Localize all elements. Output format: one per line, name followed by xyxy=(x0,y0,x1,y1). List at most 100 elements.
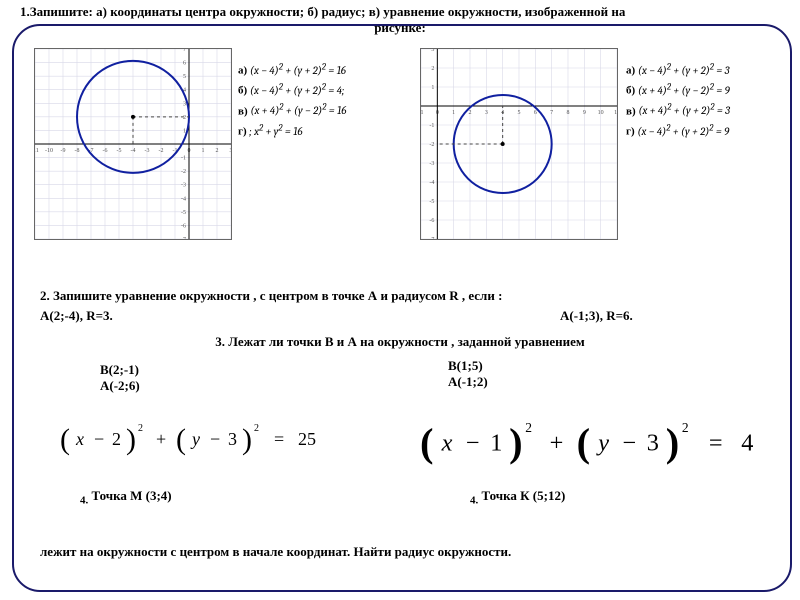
svg-text:(: ( xyxy=(577,420,591,465)
svg-text:7: 7 xyxy=(183,49,186,53)
title-line1: 1.Запишите: а) координаты центра окружно… xyxy=(20,4,625,19)
svg-text:2: 2 xyxy=(112,429,121,449)
point-b-left: В(2;-1) xyxy=(100,362,140,378)
svg-text:8: 8 xyxy=(567,110,570,116)
svg-text:2: 2 xyxy=(254,423,259,434)
svg-text:25: 25 xyxy=(298,429,316,449)
svg-text:3: 3 xyxy=(431,49,434,53)
svg-text:5: 5 xyxy=(183,74,186,80)
svg-text:1: 1 xyxy=(202,148,205,154)
svg-text:5: 5 xyxy=(518,110,521,116)
svg-text:-3: -3 xyxy=(145,148,150,154)
svg-text:-5: -5 xyxy=(429,199,434,205)
svg-text:+: + xyxy=(550,430,564,457)
svg-text:=: = xyxy=(274,429,284,449)
svg-text:): ) xyxy=(509,420,522,465)
options-left: а) (x − 4)2 + (y + 2)2 = 16б) (x − 4)2 +… xyxy=(238,60,346,141)
task1-title: 1.Запишите: а) координаты центра окружно… xyxy=(20,4,780,36)
svg-text:-3: -3 xyxy=(429,161,434,167)
options-right: а) (x − 4)2 + (y + 2)2 = 3б) (x + 4)2 + … xyxy=(626,60,730,141)
right-grid: -101234567891011-7-6-5-4-3-2-1123 xyxy=(420,48,618,240)
svg-text:-1: -1 xyxy=(421,110,424,116)
task4-point-r: Точка К (5;12) xyxy=(482,488,566,503)
svg-text:): ) xyxy=(666,420,680,465)
task2-right: А(-1;3), R=6. xyxy=(560,308,633,324)
svg-text:-1: -1 xyxy=(429,123,434,129)
task2-text-span: 2. Запишите уравнение окружности , с цен… xyxy=(40,288,502,303)
svg-text:2: 2 xyxy=(183,115,186,121)
svg-text:3: 3 xyxy=(485,110,488,116)
svg-text:−: − xyxy=(94,429,104,449)
svg-text:1: 1 xyxy=(452,110,455,116)
svg-text:x: x xyxy=(441,430,453,457)
svg-text:2: 2 xyxy=(431,66,434,72)
svg-text:-6: -6 xyxy=(103,148,108,154)
svg-text:y: y xyxy=(595,430,609,457)
point-a-right: А(-1;2) xyxy=(448,374,488,390)
svg-text:(: ( xyxy=(176,423,186,456)
svg-text:+: + xyxy=(156,429,166,449)
svg-text:3: 3 xyxy=(647,430,659,457)
equation-right: (x−1)2+(y−3)2=4 xyxy=(420,414,790,472)
svg-text:-6: -6 xyxy=(181,223,186,229)
svg-text:6: 6 xyxy=(183,61,186,67)
svg-text:7: 7 xyxy=(550,110,553,116)
svg-text:−: − xyxy=(210,429,220,449)
svg-text:-7: -7 xyxy=(429,237,434,239)
svg-text:1: 1 xyxy=(490,430,502,457)
svg-text:-2: -2 xyxy=(181,169,186,175)
svg-text:(: ( xyxy=(420,420,434,465)
svg-text:3: 3 xyxy=(230,148,232,154)
svg-text:(: ( xyxy=(60,423,70,456)
svg-text:): ) xyxy=(242,423,252,456)
points-right: В(1;5) А(-1;2) xyxy=(448,358,488,390)
svg-text:-10: -10 xyxy=(45,148,53,154)
svg-text:-11: -11 xyxy=(35,148,39,154)
task2-left: А(2;-4), R=3. xyxy=(40,308,113,324)
task4-num-l: 4. xyxy=(80,495,88,507)
svg-text:2: 2 xyxy=(138,423,143,434)
svg-text:2: 2 xyxy=(216,148,219,154)
svg-text:-5: -5 xyxy=(181,210,186,216)
points-left: В(2;-1) А(-2;6) xyxy=(100,362,140,394)
svg-text:): ) xyxy=(126,423,136,456)
equation-left: (x−2)2+(y−3)2=25 xyxy=(60,418,334,462)
svg-text:-4: -4 xyxy=(429,180,434,186)
svg-text:-9: -9 xyxy=(61,148,66,154)
task3-text: 3. Лежат ли точки В и А на окружности , … xyxy=(120,334,680,350)
svg-text:−: − xyxy=(623,430,637,457)
point-a-left: А(-2;6) xyxy=(100,378,140,394)
task4-right: 4. Точка К (5;12) xyxy=(470,488,565,507)
svg-text:-5: -5 xyxy=(117,148,122,154)
svg-text:2: 2 xyxy=(469,110,472,116)
svg-text:x: x xyxy=(75,429,84,449)
svg-text:-1: -1 xyxy=(181,156,186,162)
svg-text:4: 4 xyxy=(741,430,753,457)
point-b-right: В(1;5) xyxy=(448,358,488,374)
svg-text:y: y xyxy=(190,429,200,449)
svg-text:-7: -7 xyxy=(181,237,186,239)
svg-text:3: 3 xyxy=(228,429,237,449)
svg-text:11: 11 xyxy=(614,110,617,116)
svg-text:2: 2 xyxy=(682,420,689,435)
title-line2: рисунке: xyxy=(20,20,780,36)
svg-text:10: 10 xyxy=(598,110,604,116)
svg-text:-2: -2 xyxy=(429,142,434,148)
svg-text:−: − xyxy=(466,430,480,457)
svg-text:-3: -3 xyxy=(181,183,186,189)
svg-text:-4: -4 xyxy=(181,196,186,202)
svg-text:-4: -4 xyxy=(131,148,136,154)
svg-text:1: 1 xyxy=(431,85,434,91)
task4-left: 4. Точка М (3;4) xyxy=(80,488,172,507)
task4-point-l: Точка М (3;4) xyxy=(92,488,172,503)
svg-text:6: 6 xyxy=(534,110,537,116)
task4-num-r: 4. xyxy=(470,495,478,507)
svg-text:-8: -8 xyxy=(75,148,80,154)
svg-text:2: 2 xyxy=(525,420,532,435)
svg-text:3: 3 xyxy=(183,101,186,107)
svg-text:-6: -6 xyxy=(429,218,434,224)
task2-text: 2. Запишите уравнение окружности , с цен… xyxy=(40,288,760,304)
svg-text:=: = xyxy=(709,430,723,457)
left-grid: -11-10-9-8-7-6-5-4-3-2-10123-7-6-5-4-3-2… xyxy=(34,48,232,240)
svg-text:-2: -2 xyxy=(159,148,164,154)
